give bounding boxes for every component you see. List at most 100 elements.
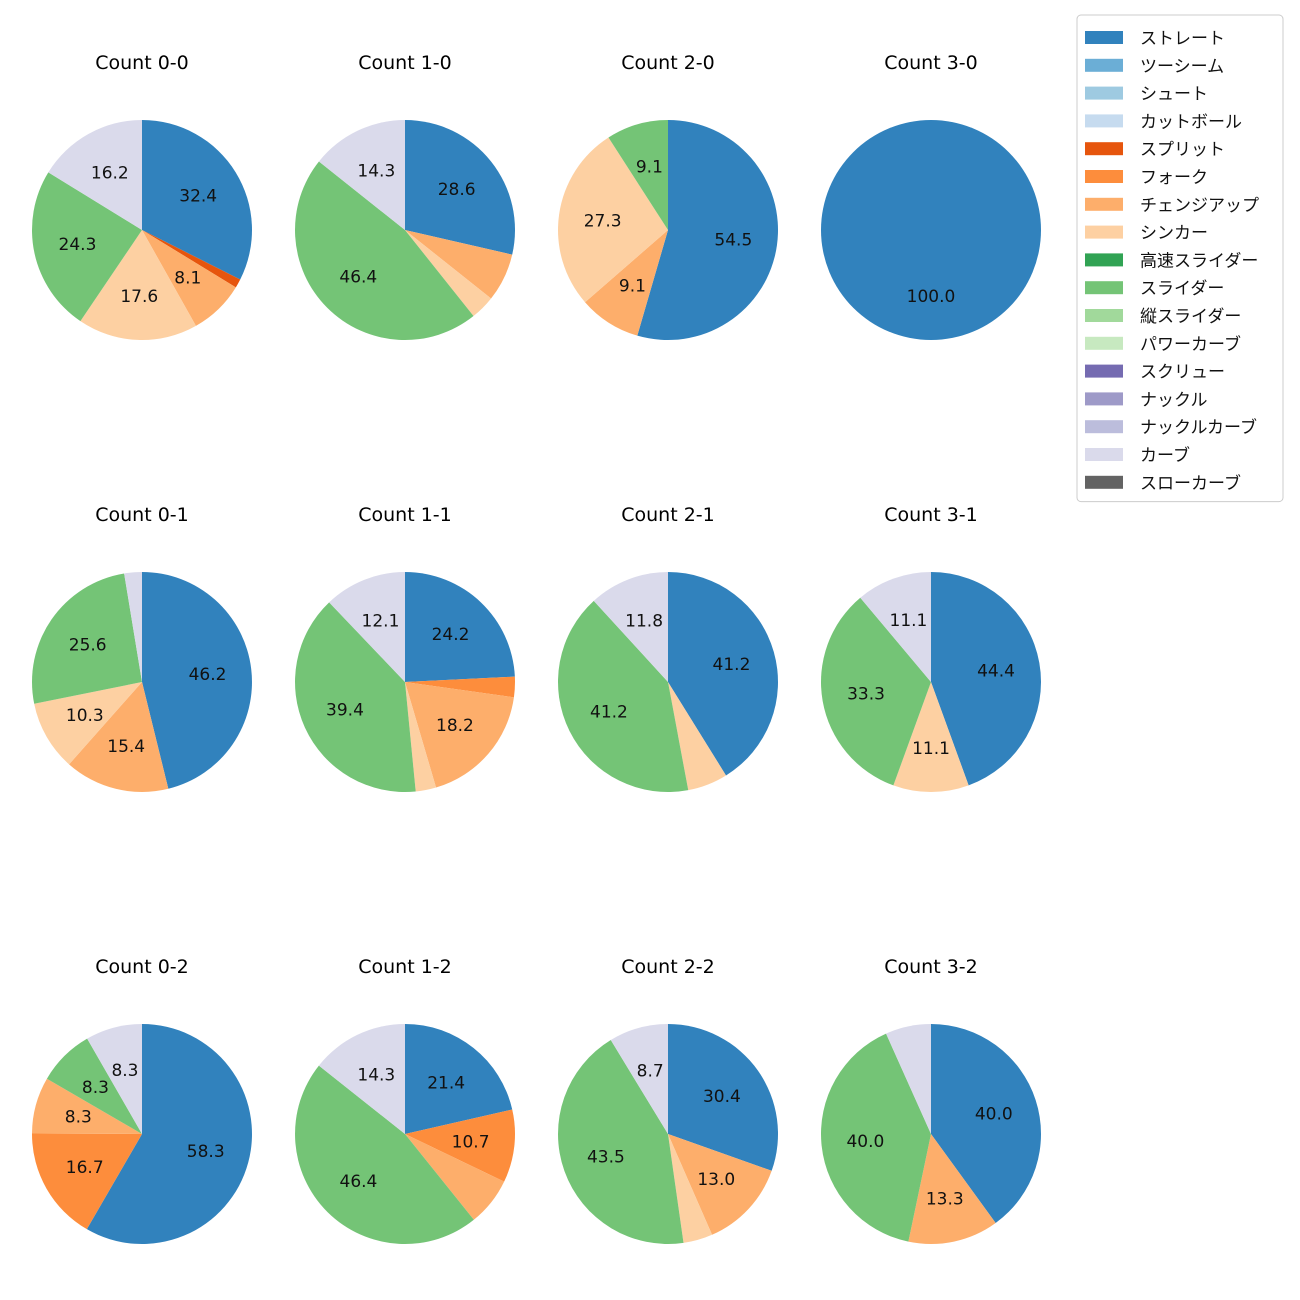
legend-frame xyxy=(1076,14,1284,503)
pie-chart: Count 1-2 21.4 10.7 46.4 14.3 xyxy=(295,956,516,1244)
legend-swatch xyxy=(1085,58,1123,72)
legend-swatch xyxy=(1085,142,1123,156)
slice-label: 100.0 xyxy=(907,287,956,307)
legend-swatch xyxy=(1085,197,1123,211)
pie-slice xyxy=(558,137,668,303)
pie-slice xyxy=(405,1134,505,1220)
slice-label: 8.7 xyxy=(637,1061,664,1081)
chart-title: Count 0-0 xyxy=(95,52,189,74)
slice-label: 14.3 xyxy=(357,162,395,182)
slice-label: 18.2 xyxy=(436,716,474,736)
legend-swatch xyxy=(1085,336,1123,350)
chart-title: Count 0-2 xyxy=(95,956,189,978)
slice-label: 11.1 xyxy=(890,611,928,631)
pie-slice xyxy=(46,1038,142,1134)
slice-label: 44.4 xyxy=(977,662,1015,682)
pie-slice xyxy=(329,572,405,682)
pie-chart: Count 1-0 28.6 46.4 14.3 xyxy=(295,52,516,340)
slice-label: 46.4 xyxy=(340,1172,378,1192)
pie-slice xyxy=(860,572,931,682)
pie-slice xyxy=(87,1024,142,1134)
pie-slice xyxy=(124,571,142,682)
slice-label: 9.1 xyxy=(619,277,646,297)
slice-label: 58.3 xyxy=(187,1142,225,1162)
pie-chart: Count 2-2 30.4 13.0 43.5 8.7 xyxy=(558,956,779,1244)
legend-label: チェンジアップ xyxy=(1140,196,1259,216)
slice-label: 10.3 xyxy=(66,706,104,726)
pie-slice xyxy=(32,1078,142,1134)
legend-label: スローカーブ xyxy=(1140,473,1241,494)
pie-chart: Count 3-1 44.4 11.1 33.3 11.1 xyxy=(820,504,1042,793)
pie-slice xyxy=(668,572,778,776)
legend-swatch xyxy=(1085,392,1123,406)
pie-slice xyxy=(142,572,252,789)
chart-title: Count 3-1 xyxy=(884,504,978,526)
slice-label: 8.3 xyxy=(65,1108,92,1128)
pie-slice xyxy=(637,120,779,340)
charts-area: Count 0-0 32.4 8.1 17.6 24.3 16.2 Count 1-0 28.… xyxy=(31,52,1042,1244)
legend-swatch xyxy=(1085,281,1123,295)
slice-label: 15.4 xyxy=(107,737,145,757)
pie-slice xyxy=(908,1134,996,1244)
slice-label: 11.8 xyxy=(625,611,663,631)
pie-slice xyxy=(34,682,142,765)
legend-label: ツーシーム xyxy=(1140,57,1224,77)
pie-slice xyxy=(405,682,514,788)
legend-label: フォーク xyxy=(1140,168,1208,188)
slice-label: 21.4 xyxy=(427,1073,465,1093)
slice-label: 17.6 xyxy=(120,287,158,307)
legend-label: カーブ xyxy=(1140,445,1190,466)
legend-label: 高速スライダー xyxy=(1140,251,1258,271)
pie-slice xyxy=(405,682,437,792)
slice-label: 40.0 xyxy=(975,1105,1013,1125)
legend-label: カットボール xyxy=(1140,112,1242,132)
legend-swatch xyxy=(1085,170,1123,183)
pie-slice xyxy=(405,572,515,682)
slice-label: 14.3 xyxy=(357,1066,395,1086)
slice-label: 10.7 xyxy=(452,1132,490,1152)
legend-swatch xyxy=(1085,225,1123,239)
slice-label: 41.2 xyxy=(713,655,751,675)
pie-slice xyxy=(31,1133,143,1230)
legend-swatch xyxy=(1085,475,1123,489)
pie-slice xyxy=(821,120,1041,340)
slice-label: 8.3 xyxy=(82,1078,109,1098)
slice-label: 46.4 xyxy=(339,268,377,288)
pie-slice xyxy=(318,1024,405,1134)
pie-slice xyxy=(931,1024,1042,1223)
chart-title: Count 1-0 xyxy=(358,52,452,74)
pie-chart: Count 2-1 41.2 41.2 11.8 xyxy=(557,504,778,793)
chart-title: Count 2-2 xyxy=(621,956,715,978)
pie-slice xyxy=(295,1065,474,1244)
slice-label: 13.0 xyxy=(697,1170,735,1190)
legend-label: ナックルカーブ xyxy=(1140,417,1257,438)
pie-slice xyxy=(142,230,241,288)
pie-slice xyxy=(318,120,405,230)
pie-slice xyxy=(820,597,931,786)
pie-slice xyxy=(142,230,236,326)
pie-slice xyxy=(142,120,252,280)
legend-swatch xyxy=(1085,86,1123,100)
legend: ストレートツーシームシュートカットボールスプリットフォークチェンジアップシンカー… xyxy=(1076,14,1284,503)
slice-label: 24.2 xyxy=(432,625,470,645)
pie-slice xyxy=(405,230,492,317)
pie-slice xyxy=(893,682,969,793)
legend-label: 縦スライダー xyxy=(1140,307,1241,327)
legend-swatch xyxy=(1085,114,1123,128)
pie-chart: Count 0-0 32.4 8.1 17.6 24.3 16.2 xyxy=(31,52,252,341)
slice-label: 32.4 xyxy=(179,186,217,206)
legend-swatch xyxy=(1085,448,1123,461)
slice-label: 12.1 xyxy=(362,612,400,632)
pie-slice xyxy=(668,682,727,791)
slice-label: 11.1 xyxy=(912,739,950,759)
slice-label: 40.0 xyxy=(846,1132,884,1152)
pie-slice xyxy=(80,230,196,341)
pie-slice xyxy=(608,120,668,230)
pie-slice xyxy=(931,572,1042,786)
slice-label: 27.3 xyxy=(584,212,622,232)
pie-chart: Count 0-258.316.78.38.38.3 xyxy=(31,956,252,1244)
slice-label: 30.4 xyxy=(703,1087,741,1107)
slice-label: 39.4 xyxy=(326,700,364,720)
slice-label: 25.6 xyxy=(69,636,107,656)
